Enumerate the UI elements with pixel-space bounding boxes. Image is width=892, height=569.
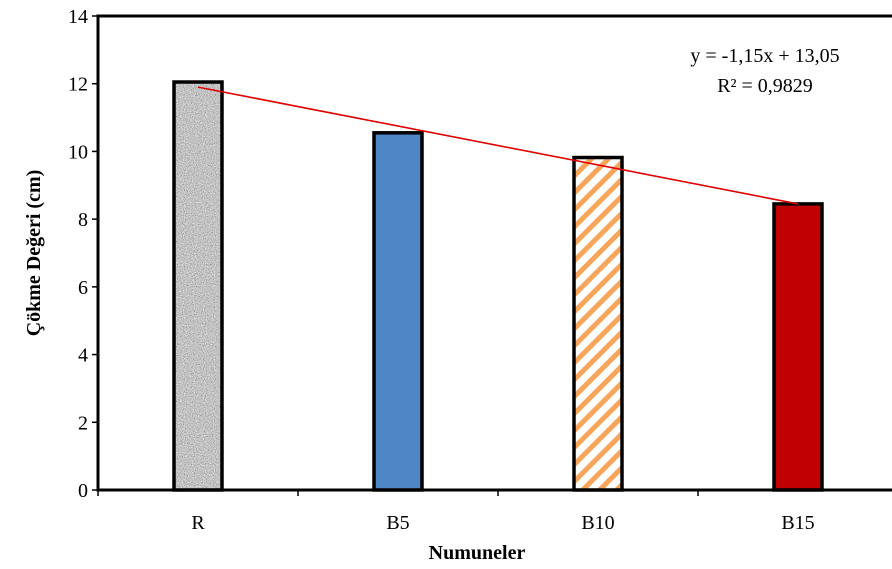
y-tick-label: 2 — [78, 412, 88, 434]
y-tick-label: 6 — [78, 277, 88, 299]
plot-area-frame — [96, 14, 892, 492]
y-axis-title: Çökme Değeri (cm) — [23, 170, 45, 337]
x-tick-label: B15 — [781, 512, 814, 534]
bars — [172, 80, 824, 492]
x-tick-label: B5 — [386, 512, 409, 534]
y-axis-ticks: 0 2 4 6 8 10 12 14 — [68, 6, 98, 502]
x-axis-title: Numuneler — [429, 542, 526, 564]
y-tick-label: 14 — [68, 6, 88, 28]
y-tick-label: 12 — [68, 74, 88, 96]
trendline-equation: y = -1,15x + 13,05 — [690, 45, 839, 67]
x-axis-ticks: R B5 B10 B15 — [97, 490, 815, 534]
bar-b10 — [572, 155, 624, 492]
trendline-line — [197, 86, 799, 205]
y-tick-label: 10 — [68, 141, 88, 163]
y-tick-label: 0 — [78, 480, 88, 502]
bar-r — [172, 80, 224, 492]
bar-b15 — [772, 202, 824, 492]
trendline-r-squared: R² = 0,9829 — [717, 75, 813, 97]
x-tick-label: R — [191, 512, 205, 534]
y-tick-label: 8 — [78, 209, 88, 231]
trendline — [197, 86, 799, 205]
bar-b5 — [372, 131, 424, 492]
y-tick-label: 4 — [78, 345, 88, 367]
x-tick-label: B10 — [581, 512, 614, 534]
